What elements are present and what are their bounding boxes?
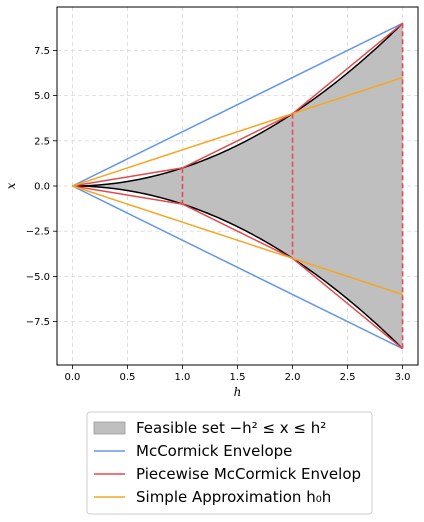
legend-label-feasible: Feasible set −h² ≤ x ≤ h² [136, 419, 326, 437]
y-tick-label: −5.0 [26, 272, 50, 283]
x-axis-label: h [234, 385, 242, 399]
x-tick-label: 2.0 [285, 372, 301, 383]
y-tick-label: 2.5 [34, 136, 50, 147]
simple-line-upper [72, 76, 403, 187]
y-tick-label: −7.5 [26, 317, 50, 328]
piecewise-line-lower [72, 185, 404, 350]
x-tick-label: 3.0 [395, 372, 411, 383]
plot-area [56, 6, 419, 366]
y-axis-label: x [4, 182, 18, 189]
feasible-set-upper-boundary [72, 22, 404, 187]
legend-label-mccormick: McCormick Envelope [136, 442, 292, 460]
legend-swatch-feasible [93, 421, 126, 435]
y-tick-label: −2.5 [26, 227, 50, 238]
mccormick-line-lower [72, 185, 403, 350]
y-tick-label: 0.0 [34, 182, 50, 193]
x-tick-label: 2.5 [340, 372, 356, 383]
y-tick-label: 5.0 [34, 91, 50, 102]
mccormick-line-upper [72, 22, 403, 187]
feasible-set-lower-boundary [72, 185, 404, 350]
series-layer [72, 22, 404, 350]
x-tick-label: 1.0 [175, 372, 191, 383]
piecewise-line-upper [72, 22, 404, 187]
legend-items: Feasible set −h² ≤ x ≤ h² McCormick Envel… [93, 419, 361, 506]
x-axis: 0.0 0.5 1.0 1.5 2.0 2.5 3.0 [64, 365, 411, 383]
legend-box [86, 411, 373, 515]
y-tick-label: 7.5 [34, 46, 50, 57]
legend: Feasible set −h² ≤ x ≤ h² McCormick Envel… [86, 411, 373, 515]
x-tick-label: 0.5 [119, 372, 135, 383]
x-tick-label: 0.0 [64, 372, 80, 383]
y-axis: −7.5 −5.0 −2.5 0.0 2.5 5.0 7.5 [26, 46, 57, 328]
simple-line-lower [72, 185, 403, 296]
legend-label-simple: Simple Approximation h₀h [136, 488, 331, 506]
vertical-dashed-lines [181, 23, 404, 349]
x-tick-label: 1.5 [230, 372, 246, 383]
legend-label-piecewise: Piecewise McCormick Envelop [136, 465, 361, 483]
